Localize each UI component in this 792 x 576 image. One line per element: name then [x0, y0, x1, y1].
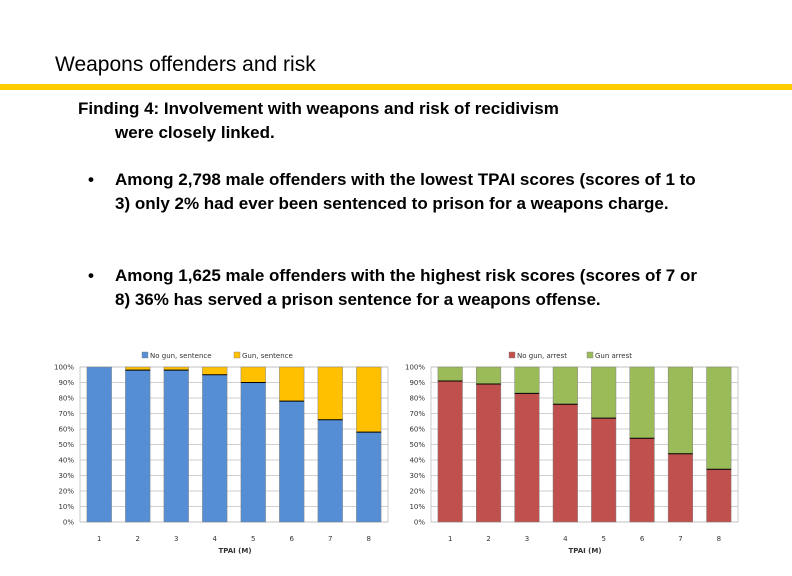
y-tick-label: 30%: [58, 472, 74, 480]
y-tick-label: 0%: [414, 519, 425, 527]
y-tick-label: 70%: [58, 410, 74, 418]
x-tick-label: 4: [563, 535, 568, 543]
y-tick-label: 60%: [58, 426, 74, 434]
bar-base-5: [591, 417, 617, 523]
x-tick-label: 8: [717, 535, 721, 543]
bar-base-8: [356, 431, 382, 523]
bar-top-8: [356, 366, 382, 433]
bar-base-3: [514, 393, 540, 523]
y-tick-label: 40%: [58, 457, 74, 465]
y-tick-label: 20%: [58, 488, 74, 496]
bar-top-4: [552, 366, 578, 405]
x-tick-label: 2: [136, 535, 140, 543]
y-tick-label: 100%: [54, 364, 74, 372]
y-tick-label: 70%: [409, 410, 425, 418]
sentence-stacked-bar-chart: 0% 10% 20% 30% 40% 50% 60% 70% 80% 90% 100% 1 2 3 4 5 6 7…: [54, 351, 389, 555]
y-tick-label: 60%: [409, 426, 425, 434]
x-tick-label: 7: [678, 535, 682, 543]
bar-base-7: [317, 419, 343, 523]
legend-swatch: [508, 351, 516, 359]
finding-line-2: were closely linked.: [115, 123, 275, 142]
x-tick-label: 6: [290, 535, 295, 543]
bar-top-7: [317, 366, 343, 420]
bar-top-8: [706, 366, 732, 470]
x-axis-label: TPAI (M): [218, 547, 251, 555]
bar-base-8: [706, 469, 732, 523]
bar-top-3: [514, 366, 540, 394]
bullet-text-1: Among 2,798 male offenders with the lowe…: [115, 170, 696, 213]
legend-label: Gun arrest: [595, 352, 632, 360]
bar-base-7: [667, 453, 693, 523]
x-tick-label: 5: [601, 535, 605, 543]
bar-base-6: [279, 400, 305, 523]
x-tick-label: 3: [174, 535, 178, 543]
bar-top-5: [240, 366, 266, 383]
legend-label: No gun, arrest: [517, 352, 567, 360]
legend-swatch: [233, 351, 241, 359]
x-tick-label: 7: [328, 535, 332, 543]
y-tick-label: 20%: [409, 488, 425, 496]
legend-label: No gun, sentence: [150, 352, 212, 360]
y-tick-label: 10%: [409, 503, 425, 511]
finding-line-1: Finding 4: Involvement with weapons and …: [78, 99, 559, 118]
bar-top-6: [279, 366, 305, 402]
y-tick-label: 10%: [58, 503, 74, 511]
bar-top-7: [667, 366, 693, 455]
bar-top-2: [476, 366, 502, 385]
bar-base-1: [437, 380, 463, 523]
x-tick-label: 4: [213, 535, 218, 543]
bar-base-5: [240, 382, 266, 523]
bar-base-4: [202, 374, 228, 523]
y-tick-label: 90%: [409, 379, 425, 387]
y-tick-label: 80%: [409, 395, 425, 403]
x-tick-label: 3: [525, 535, 529, 543]
x-axis-label: TPAI (M): [568, 547, 601, 555]
bar-base-4: [552, 403, 578, 523]
bar-base-3: [163, 369, 189, 523]
arrest-stacked-bar-chart: 0% 10% 20% 30% 40% 50% 60% 70% 80% 90% 100% 1 2 3 4 5 6 7…: [405, 351, 739, 555]
bar-base-2: [476, 383, 502, 523]
y-tick-label: 50%: [409, 441, 425, 449]
bullet-text-2: Among 1,625 male offenders with the high…: [115, 266, 697, 309]
bar-top-5: [591, 366, 617, 419]
y-tick-label: 30%: [409, 472, 425, 480]
bar-top-1: [437, 366, 463, 382]
legend-swatch: [141, 351, 149, 359]
bar-base-6: [629, 438, 655, 523]
legend-swatch: [586, 351, 594, 359]
bullet-marker-1: •: [88, 170, 94, 189]
bar-top-6: [629, 366, 655, 439]
bar-base-2: [125, 369, 151, 523]
title-underline: [0, 84, 792, 90]
slide-title: Weapons offenders and risk: [55, 53, 316, 76]
finding-heading: Finding 4: Involvement with weapons and …: [78, 97, 718, 145]
y-tick-label: 40%: [409, 457, 425, 465]
y-tick-label: 0%: [63, 519, 74, 527]
y-tick-label: 90%: [58, 379, 74, 387]
x-tick-label: 1: [97, 535, 101, 543]
y-tick-label: 80%: [58, 395, 74, 403]
x-tick-label: 5: [251, 535, 255, 543]
x-tick-label: 6: [640, 535, 645, 543]
x-tick-label: 2: [486, 535, 490, 543]
y-tick-label: 100%: [405, 364, 425, 372]
bar-base-1: [86, 366, 112, 523]
bar-top-4: [202, 366, 228, 375]
x-tick-label: 8: [367, 535, 371, 543]
legend-label: Gun, sentence: [242, 352, 293, 360]
x-tick-label: 1: [448, 535, 452, 543]
y-tick-label: 50%: [58, 441, 74, 449]
bullet-marker-2: •: [88, 266, 94, 285]
